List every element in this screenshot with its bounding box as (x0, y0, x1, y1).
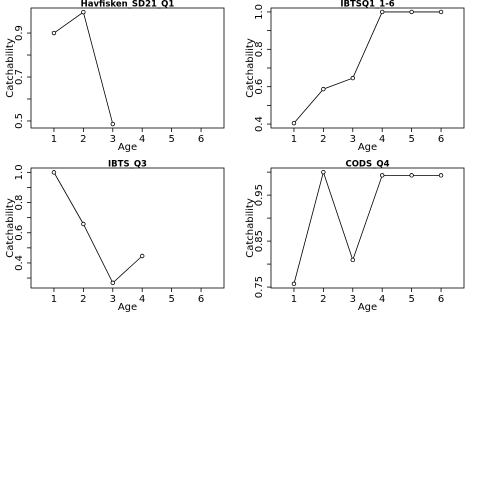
plot-frame (270, 167, 465, 289)
data-point (380, 173, 385, 178)
data-point (51, 170, 57, 175)
panel: IBTS_Q3 1 2 3 4 5 6 Age 0.4 0.6 0.8 1.0 Catchability (5, 160, 225, 313)
y-axis-label: Catchability (245, 38, 256, 98)
y-tick-label: 0.6 (14, 225, 25, 241)
data-point (350, 75, 355, 81)
data-point (110, 121, 115, 127)
y-tick-label: 0.4 (254, 116, 265, 132)
x-tick-label: 3 (350, 134, 356, 145)
x-axis-label: Age (118, 302, 137, 313)
y-tick-label: 0.85 (254, 230, 265, 252)
x-axis-label: Age (118, 142, 137, 153)
plot-frame (30, 7, 225, 129)
data-point (140, 253, 145, 259)
data-point (409, 173, 414, 178)
data-point (321, 169, 326, 175)
y-tick-label: 0.5 (14, 113, 25, 129)
data-point (291, 120, 297, 126)
x-tick-label: 2 (320, 134, 326, 145)
x-tick-label: 1 (291, 294, 297, 305)
x-tick-label: 4 (139, 294, 145, 305)
x-tick-label: 5 (168, 294, 174, 305)
plot-frame (30, 167, 225, 289)
y-tick-label: 0.9 (14, 25, 25, 41)
series-line (53, 11, 114, 125)
panel: IBTSQ1_1-6 1 2 3 4 5 6 Age 0.4 0.6 0.8 1.0 Catchabil… (245, 0, 465, 153)
x-tick-label: 4 (139, 134, 145, 145)
panel-title: IBTS_Q3 (108, 160, 147, 170)
y-axis-label: Catchability (5, 38, 16, 98)
x-tick-label: 1 (51, 134, 57, 145)
x-tick-label: 5 (408, 134, 414, 145)
x-tick-label: 6 (198, 134, 204, 145)
x-tick-label: 2 (80, 294, 86, 305)
data-point (81, 221, 86, 227)
x-axis-label: Age (358, 302, 377, 313)
x-tick-label: 3 (110, 134, 116, 145)
data-point (51, 30, 57, 36)
x-tick-label: 1 (291, 134, 297, 145)
panel: Havfisken_SD21_Q1 1 2 3 4 5 6 Age 0.5 0.7 0.9Catch… (5, 0, 225, 153)
x-tick-label: 2 (320, 294, 326, 305)
x-tick-label: 5 (168, 134, 174, 145)
series-line (53, 172, 143, 284)
x-tick-label: 4 (379, 134, 385, 145)
data-point (110, 280, 115, 286)
data-point (81, 9, 86, 15)
y-tick-label: 0.6 (254, 79, 265, 95)
y-tick-label: 0.7 (14, 69, 25, 85)
y-axis-label: Catchability (245, 198, 256, 258)
data-point (380, 9, 385, 15)
x-tick-label: 1 (51, 294, 57, 305)
y-tick-label: 0.8 (254, 41, 265, 57)
x-tick-label: 6 (198, 294, 204, 305)
x-tick-label: 5 (408, 294, 414, 305)
plot-frame (270, 7, 465, 129)
x-axis-label: Age (358, 142, 377, 153)
data-point (291, 281, 297, 287)
y-axis-label: Catchability (5, 198, 16, 258)
panel-title: Havfisken_SD21_Q1 (81, 0, 175, 10)
x-tick-label: 6 (438, 294, 444, 305)
x-tick-label: 2 (80, 134, 86, 145)
panel-title: CODS_Q4 (345, 160, 389, 170)
x-tick-label: 3 (110, 294, 116, 305)
panel-title: IBTSQ1_1-6 (340, 0, 394, 10)
y-tick-label: 1.0 (14, 164, 25, 180)
series-line (293, 11, 442, 124)
x-tick-label: 3 (350, 294, 356, 305)
y-tick-label: 1.0 (254, 4, 265, 20)
series-line (293, 170, 442, 284)
y-tick-label: 0.95 (254, 184, 265, 206)
x-tick-label: 4 (379, 294, 385, 305)
y-tick-label: 0.8 (14, 195, 25, 211)
data-point (438, 9, 444, 15)
y-tick-label: 0.4 (14, 255, 25, 271)
data-point (438, 173, 444, 178)
y-tick-label: 0.75 (254, 276, 265, 298)
data-point (409, 9, 414, 15)
data-point (321, 86, 326, 92)
x-tick-label: 6 (438, 134, 444, 145)
data-point (350, 257, 355, 263)
